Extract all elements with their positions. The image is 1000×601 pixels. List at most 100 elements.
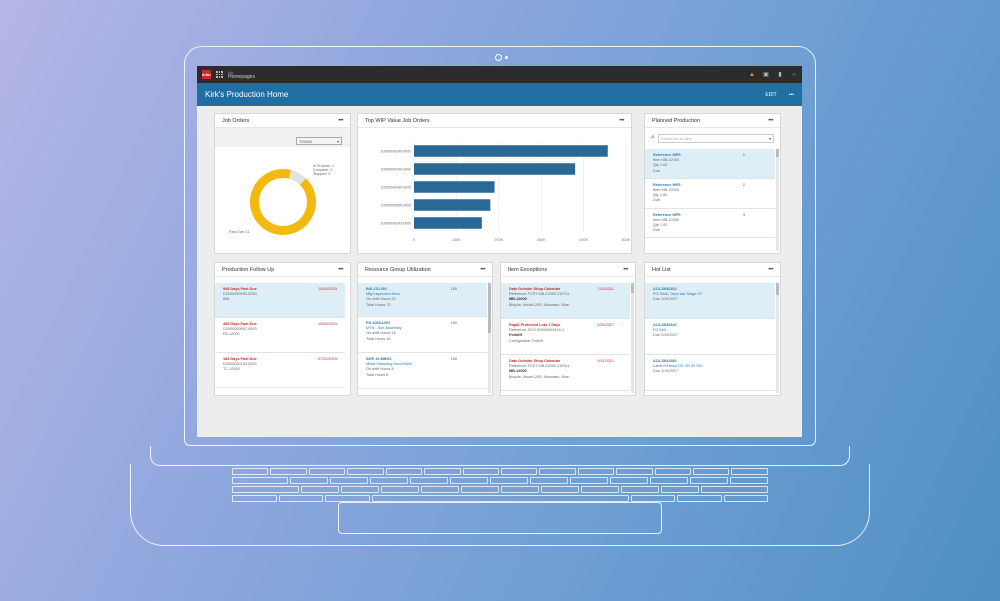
item-value: MB-12000 (661, 158, 679, 163)
list-item[interactable]: A13-JB42280 Label Kit Assy OS CR 32 SVL … (645, 355, 775, 391)
hotlist-due: Due 1/19/2017 (653, 297, 678, 302)
list-item[interactable]: INS-10-LRG 100 Mfg Inspection Area On-sh… (358, 283, 487, 317)
job-orders-title: Job Orders (222, 117, 250, 124)
exception-date: 7/11/2021 (597, 287, 614, 291)
edit-button[interactable]: EDIT (765, 91, 777, 98)
laptop-lid (184, 46, 816, 446)
utilization-pct: 100 (450, 287, 457, 291)
bar-4 (414, 199, 491, 211)
y-tick-label: D2000000050-0000 (381, 203, 411, 207)
planned-search-input[interactable]: Search for an item (657, 133, 774, 143)
follow-menu-icon[interactable]: ••• (338, 266, 343, 273)
list-item[interactable]: Reference MPS 3 Item MB-12000 Qty 1.00 D… (645, 209, 775, 239)
hotlist-desc: FG Kell (653, 328, 666, 333)
total-hours: Total Hours 72 (366, 302, 391, 307)
scrollbar[interactable] (631, 283, 634, 393)
item-number: 2 (742, 182, 745, 187)
scrollbar[interactable] (488, 283, 491, 393)
exceptions-menu-icon[interactable]: ••• (623, 266, 628, 273)
legend-complete: Complete: 0 (313, 168, 333, 173)
total-hours: Total Hours 16 (366, 336, 391, 341)
more-options-icon[interactable]: ••• (788, 91, 794, 98)
exception-item: Forklift (509, 333, 522, 338)
list-item[interactable]: Reference MPS 1 Item MB-12000 Qty 1.00 D… (645, 149, 775, 179)
x-tick-label: 0 (413, 238, 415, 242)
wip-widget: Top WIP Value Job Orders ••• 0 100K 200K 300… (357, 113, 632, 254)
laptop-deck (130, 464, 870, 546)
breadcrumb[interactable]: My Homepages (228, 70, 255, 80)
inbox-icon[interactable]: ▣ (763, 71, 769, 78)
resource-code: SMF-10-MBG1 (366, 357, 392, 361)
job-orders-menu-icon[interactable]: ••• (338, 117, 343, 124)
job-orders-filter-select[interactable]: TODAY (296, 137, 342, 145)
resource-code: INS-10-LRG (366, 287, 388, 291)
x-tick-label: 500K (622, 238, 631, 242)
list-item[interactable]: 183 Days Past Due 07/22/2016 D2000000134… (215, 353, 345, 388)
app-menu-icon[interactable] (216, 71, 223, 78)
x-tick-label: 300K (537, 238, 546, 242)
item-value: MB-12000 (661, 217, 679, 222)
job-number: D2000000097-0000 (223, 327, 257, 332)
planned-menu-icon[interactable]: ••• (768, 117, 773, 124)
list-item[interactable]: A13-JB40162 FG Desk, Onyx dar Stage CF D… (645, 283, 775, 319)
production-follow-up-widget: Production Follow Up ••• 948 Days Past Du… (214, 262, 351, 396)
exceptions-title: Item Exceptions (508, 266, 548, 273)
item-code: TC-12000 (223, 367, 240, 372)
breadcrumb-parent: My (228, 69, 234, 75)
exception-desc: Bicycle, Model-20S, Mountain, Blue (509, 374, 569, 379)
bar-2 (414, 163, 576, 175)
list-item[interactable]: Date Outside Shop Calendar 7/11/2021 Ref… (501, 283, 630, 319)
item-label: Item (653, 158, 661, 163)
list-item[interactable]: 948 Days Past Due 10/30/2019 D2000000093… (215, 283, 345, 318)
hotlist-due: Due 1/19/2017 (653, 369, 678, 374)
scrollbar[interactable] (776, 149, 779, 251)
exception-item: MB-12000 (509, 297, 527, 302)
x-tick-label: 200K (494, 238, 503, 242)
follow-title: Production Follow Up (222, 266, 275, 273)
resource-menu-icon[interactable]: ••• (480, 266, 485, 273)
list-item[interactable]: PS-1068-LRG 100 MTN - Sub Assembly On-sh… (358, 317, 487, 353)
list-item[interactable]: 495 Days Past Due 10/30/2019 D2000000097… (215, 318, 345, 353)
list-item[interactable]: Reference MPS 2 Item MB-12000 Qty 1.00 D… (645, 179, 775, 209)
search-icon[interactable]: ○ (792, 71, 796, 78)
job-orders-donut-chart (250, 169, 316, 235)
resource-utilization-widget: Resource Group Utilization ••• INS-10-LRG… (357, 262, 493, 396)
wip-title: Top WIP Value Job Orders (365, 117, 430, 124)
past-due-tag: 183 Days Past Due (223, 357, 257, 361)
scrollbar[interactable] (776, 283, 779, 393)
list-item[interactable]: Date Outside Shop Calendar 9/11/2021 Ref… (501, 355, 630, 391)
item-value: MB-12000 (661, 188, 679, 193)
bar-5 (414, 217, 482, 229)
ref-label: Reference (653, 153, 672, 157)
exception-item: MB-12000 (509, 369, 527, 374)
legend-in-process: In Process: 1 (313, 164, 334, 168)
utilization-pct: 100 (450, 321, 457, 325)
hotlist-code: A13-JB40340 (653, 323, 677, 327)
resource-code: PS-1068-LRG (366, 321, 391, 325)
item-number: 1 (742, 153, 745, 157)
wip-bar-chart: 0 100K 200K 300K 400K 500K D2000000149-0000 D20… (381, 142, 631, 242)
hotlist-desc: FG Desk, Onyx dar Stage CF (653, 292, 703, 297)
ref-value: MPS (672, 212, 681, 217)
exception-reference: Reference XCO D0000000415-1 (509, 328, 565, 333)
exception-desc: Bicycle, Model-20S, Mountain, Blue (509, 302, 569, 307)
hotlist-title: Hot List (652, 266, 671, 273)
on-shift-hours: On-shift Hours 8 (366, 367, 394, 372)
alert-icon[interactable]: ▲ (749, 71, 755, 78)
resource-title: Resource Group Utilization (365, 266, 431, 273)
list-item[interactable]: Rapid Protected Lots 1 Days 2/24/2017 Re… (501, 319, 630, 355)
y-tick-label: D2000000143-0000 (381, 221, 411, 225)
list-item[interactable]: SMF-10-MBG1 100 Metal Stamping Area Brie… (358, 353, 487, 389)
y-tick-label: D2000000145-0000 (381, 185, 411, 189)
list-item[interactable]: A13-JB40340 FG Kell Due 1/19/2017 (645, 319, 775, 355)
past-due-tag: 495 Days Past Due (223, 322, 257, 326)
infor-logo[interactable]: infor (202, 70, 211, 79)
qty-label: Qty (653, 193, 659, 198)
donut-slice-past-due (250, 169, 316, 235)
ref-label: Reference (653, 182, 672, 187)
bookmark-icon[interactable]: ▮ (778, 71, 782, 78)
y-tick-label: D2000000149-0000 (381, 149, 411, 153)
hotlist-menu-icon[interactable]: ••• (768, 266, 773, 273)
item-exceptions-widget: Item Exceptions ••• Date Outside Shop Cal… (500, 262, 636, 396)
wip-menu-icon[interactable]: ••• (619, 117, 624, 124)
